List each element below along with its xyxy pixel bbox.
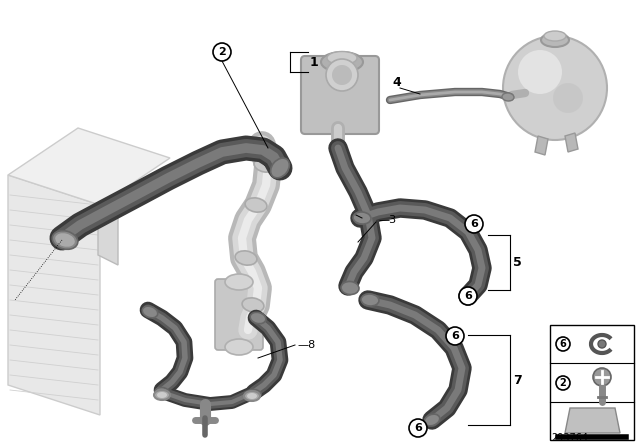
Ellipse shape [424,414,440,426]
Ellipse shape [361,294,379,306]
Ellipse shape [247,389,261,399]
Text: 7: 7 [513,374,522,387]
Ellipse shape [327,52,357,65]
Ellipse shape [341,281,359,294]
Circle shape [553,83,583,113]
Circle shape [332,65,352,85]
Text: 5: 5 [513,255,522,268]
Text: 2: 2 [218,47,226,57]
Text: 6: 6 [559,339,566,349]
Ellipse shape [245,198,267,212]
Circle shape [556,337,570,351]
Circle shape [503,36,607,140]
Circle shape [518,50,562,94]
Circle shape [556,376,570,390]
Circle shape [446,327,464,345]
Ellipse shape [142,306,157,318]
Text: —8: —8 [297,340,316,350]
Circle shape [326,59,358,91]
Ellipse shape [235,251,257,265]
Circle shape [213,43,231,61]
Text: 6: 6 [451,331,459,341]
Circle shape [465,215,483,233]
Ellipse shape [244,391,260,401]
Ellipse shape [250,312,266,324]
Text: 6: 6 [470,219,478,229]
Ellipse shape [353,212,371,224]
Polygon shape [8,175,100,415]
Polygon shape [565,408,620,433]
Circle shape [593,368,611,386]
Text: 1: 1 [310,56,319,69]
Circle shape [459,287,477,305]
Circle shape [409,419,427,437]
Polygon shape [98,205,118,265]
Ellipse shape [271,158,289,178]
Text: 6: 6 [414,423,422,433]
Ellipse shape [242,298,264,312]
Ellipse shape [155,388,169,396]
Ellipse shape [254,158,276,172]
Ellipse shape [247,393,257,399]
Polygon shape [8,128,170,205]
Text: —3: —3 [378,215,396,225]
Text: 2: 2 [559,378,566,388]
Text: 293764: 293764 [551,433,588,443]
FancyBboxPatch shape [550,325,634,440]
FancyBboxPatch shape [215,279,263,350]
Ellipse shape [225,274,253,290]
Circle shape [598,340,606,348]
Ellipse shape [225,339,253,355]
Ellipse shape [541,33,569,47]
Ellipse shape [321,52,363,72]
Ellipse shape [460,290,476,302]
Text: 4: 4 [392,76,401,89]
Ellipse shape [157,392,167,398]
Ellipse shape [55,233,75,247]
Ellipse shape [52,231,78,250]
Ellipse shape [154,390,170,400]
FancyBboxPatch shape [301,56,379,134]
Ellipse shape [544,31,566,41]
Polygon shape [535,136,548,155]
Ellipse shape [502,93,514,101]
Polygon shape [565,133,578,152]
Text: 6: 6 [464,291,472,301]
